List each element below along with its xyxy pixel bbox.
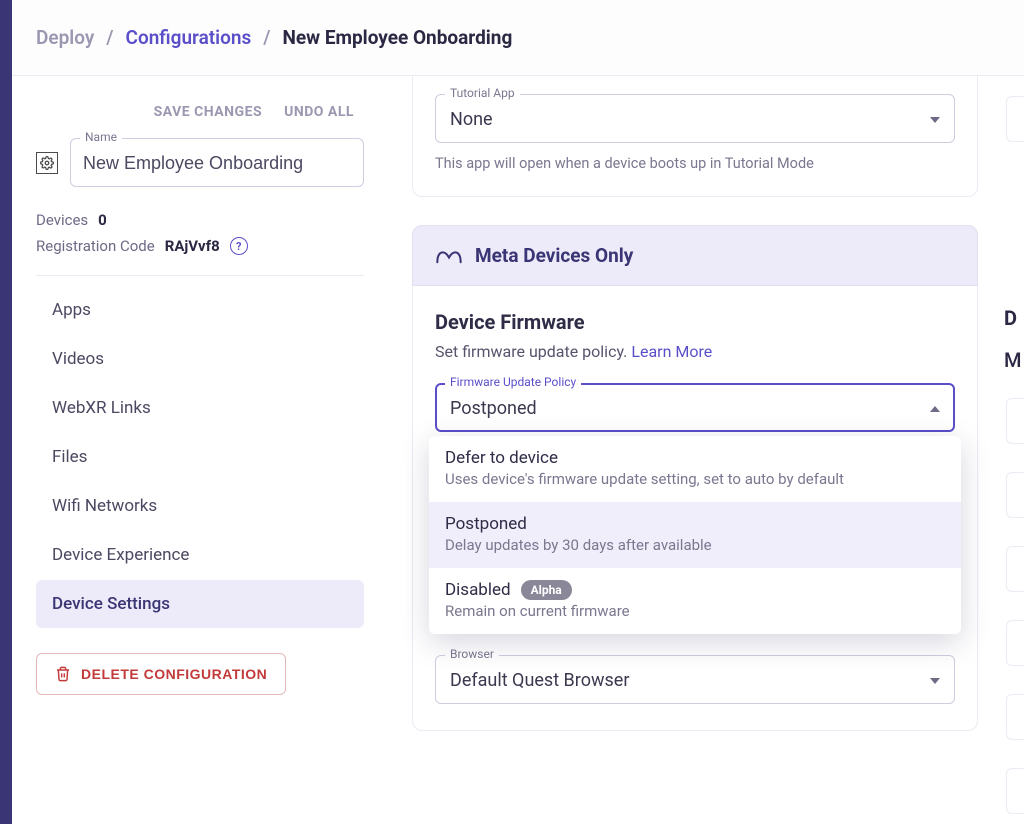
- option-title: Postponed: [445, 514, 527, 534]
- left-accent-bar: [0, 0, 12, 824]
- browser-select-label: Browser: [445, 647, 499, 661]
- edge-card-stub: [1006, 398, 1024, 444]
- sidebar-nav-device-experience[interactable]: Device Experience: [36, 531, 364, 579]
- breadcrumb-current: New Employee Onboarding: [282, 26, 512, 49]
- gear-icon: [36, 152, 58, 174]
- firmware-policy-select[interactable]: Firmware Update Policy Postponed: [435, 383, 955, 432]
- chevron-down-icon: [930, 117, 940, 123]
- learn-more-link[interactable]: Learn More: [631, 342, 712, 361]
- edge-heading-d: D: [1004, 306, 1017, 330]
- breadcrumb-deploy[interactable]: Deploy: [36, 26, 94, 49]
- sidebar-nav-apps[interactable]: Apps: [36, 286, 364, 334]
- delete-configuration-label: DELETE CONFIGURATION: [81, 666, 267, 682]
- chevron-down-icon: [930, 678, 940, 684]
- option-title: Disabled: [445, 580, 511, 600]
- tutorial-app-hint: This app will open when a device boots u…: [435, 155, 955, 172]
- tutorial-app-card: Tutorial App None This app will open whe…: [412, 76, 978, 197]
- meta-devices-banner-text: Meta Devices Only: [475, 244, 633, 267]
- delete-configuration-button[interactable]: DELETE CONFIGURATION: [36, 653, 286, 695]
- edge-card-stub: [1006, 620, 1024, 666]
- edge-card-stub: [1006, 694, 1024, 740]
- undo-all-button[interactable]: UNDO ALL: [284, 104, 354, 120]
- edge-card-stub: [1006, 546, 1024, 592]
- registration-code-label: Registration Code: [36, 237, 155, 255]
- sidebar-nav-webxr-links[interactable]: WebXR Links: [36, 384, 364, 432]
- sidebar-nav-wifi-networks[interactable]: Wifi Networks: [36, 482, 364, 530]
- browser-select[interactable]: Browser Default Quest Browser: [435, 655, 955, 704]
- config-name-input[interactable]: [70, 138, 364, 187]
- sidebar-nav-videos[interactable]: Videos: [36, 335, 364, 383]
- trash-icon: [55, 666, 71, 682]
- edge-heading-m: M: [1004, 348, 1022, 372]
- option-subtitle: Delay updates by 30 days after available: [445, 536, 945, 554]
- breadcrumb-configurations[interactable]: Configurations: [126, 26, 252, 49]
- name-label: Name: [80, 130, 122, 144]
- chevron-up-icon: [930, 406, 940, 412]
- breadcrumb-separator: /: [263, 26, 270, 49]
- sidebar-nav-files[interactable]: Files: [36, 433, 364, 481]
- option-subtitle: Remain on current firmware: [445, 602, 945, 620]
- sidebar-nav-device-settings[interactable]: Device Settings: [36, 580, 364, 628]
- right-edge-panel: D M: [1000, 76, 1024, 824]
- divider: [36, 275, 364, 276]
- devices-label: Devices: [36, 211, 88, 229]
- tutorial-app-value: None: [450, 109, 493, 130]
- meta-icon: [435, 246, 463, 266]
- help-icon[interactable]: ?: [230, 237, 248, 255]
- option-subtitle: Uses device's firmware update setting, s…: [445, 470, 945, 488]
- device-firmware-title: Device Firmware: [435, 310, 955, 334]
- save-changes-button[interactable]: SAVE CHANGES: [154, 104, 262, 120]
- breadcrumb-separator: /: [106, 26, 113, 49]
- tutorial-app-select[interactable]: Tutorial App None: [435, 94, 955, 143]
- config-sidebar: SAVE CHANGES UNDO ALL Name Devices 0: [12, 76, 376, 824]
- firmware-policy-dropdown[interactable]: Defer to device Uses device's firmware up…: [429, 436, 961, 634]
- main-panel: Tutorial App None This app will open whe…: [376, 76, 1000, 824]
- edge-card-stub: [1006, 472, 1024, 518]
- devices-count: 0: [98, 211, 107, 229]
- firmware-policy-label: Firmware Update Policy: [445, 375, 581, 389]
- alpha-badge: Alpha: [521, 580, 572, 600]
- firmware-option-postponed[interactable]: Postponed Delay updates by 30 days after …: [429, 502, 961, 568]
- firmware-option-defer-to-device[interactable]: Defer to device Uses device's firmware up…: [429, 436, 961, 502]
- firmware-option-disabled[interactable]: Disabled Alpha Remain on current firmware: [429, 568, 961, 634]
- device-firmware-desc: Set firmware update policy.: [435, 342, 631, 361]
- firmware-policy-value: Postponed: [450, 398, 537, 419]
- meta-devices-banner: Meta Devices Only: [412, 225, 978, 286]
- registration-code-value: RAjVvf8: [165, 237, 220, 255]
- breadcrumb: Deploy / Configurations / New Employee O…: [12, 0, 1024, 76]
- option-title: Defer to device: [445, 448, 558, 468]
- browser-select-value: Default Quest Browser: [450, 670, 629, 691]
- tutorial-app-label: Tutorial App: [445, 86, 520, 100]
- edge-card-stub: [1006, 96, 1024, 142]
- edge-card-stub: [1006, 768, 1024, 814]
